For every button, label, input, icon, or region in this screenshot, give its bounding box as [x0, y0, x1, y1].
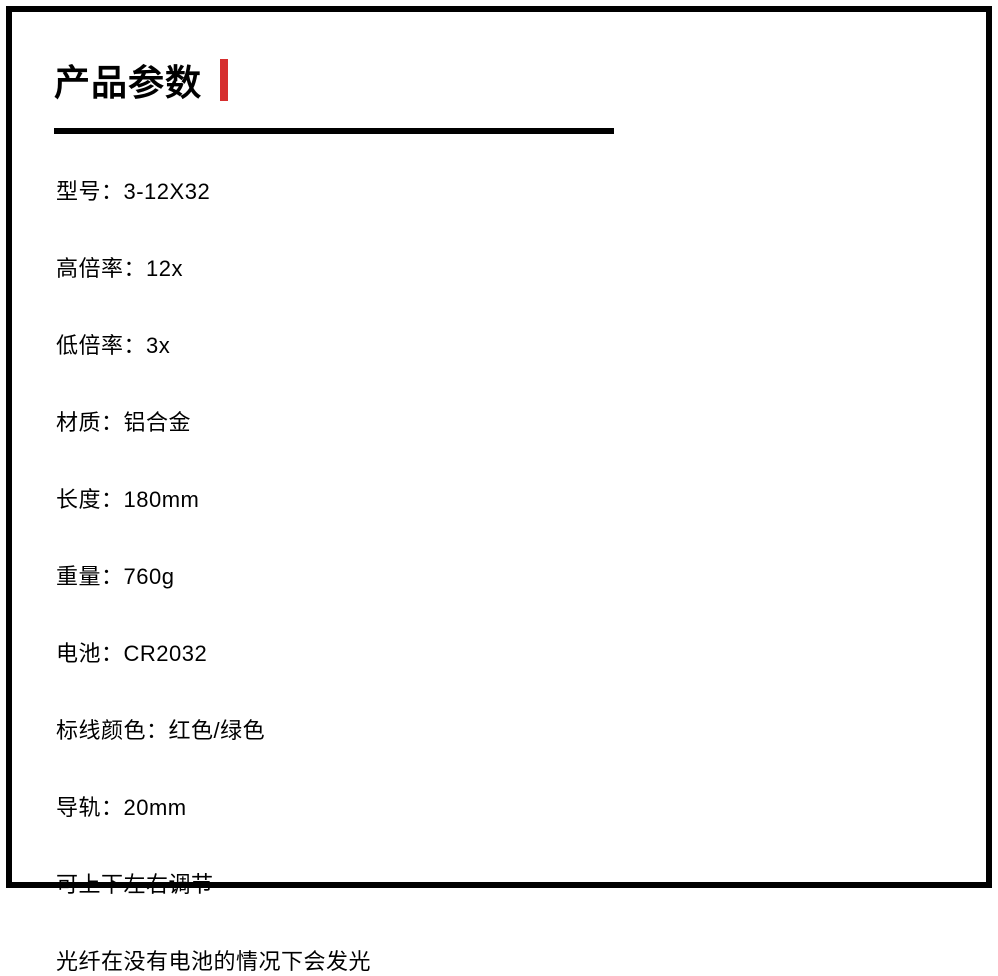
spec-item: 导轨：20mm [56, 790, 948, 822]
spec-list: 型号：3-12X32 高倍率：12x 低倍率：3x 材质：铝合金 长度：180m… [54, 174, 948, 976]
header-row: 产品参数 [54, 54, 948, 106]
spec-item: 高倍率：12x [56, 251, 948, 283]
divider-line [54, 128, 614, 134]
page-title: 产品参数 [54, 54, 202, 106]
document-frame: 产品参数 型号：3-12X32 高倍率：12x 低倍率：3x 材质：铝合金 长度… [6, 6, 992, 888]
spec-item: 重量：760g [56, 559, 948, 591]
spec-item: 材质：铝合金 [56, 405, 948, 437]
spec-item: 标线颜色：红色/绿色 [56, 713, 948, 745]
spec-item: 可上下左右调节 [56, 867, 948, 899]
accent-bar-icon [220, 59, 228, 101]
spec-item: 光纤在没有电池的情况下会发光 [56, 944, 948, 976]
spec-item: 长度：180mm [56, 482, 948, 514]
spec-item: 电池：CR2032 [56, 636, 948, 668]
spec-item: 低倍率：3x [56, 328, 948, 360]
spec-item: 型号：3-12X32 [56, 174, 948, 206]
